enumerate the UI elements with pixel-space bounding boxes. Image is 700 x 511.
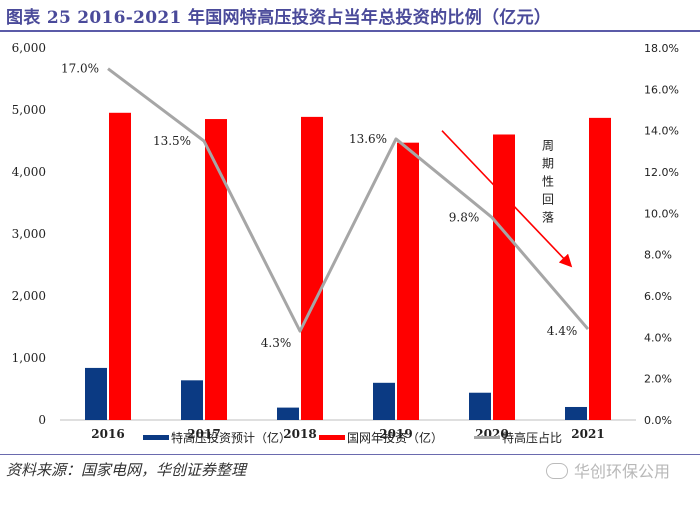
x-tick-label: 2019 (379, 427, 412, 441)
x-tick-label: 2017 (187, 427, 220, 441)
right-tick-label: 0.0% (644, 414, 672, 427)
right-tick-label: 18.0% (644, 42, 679, 55)
bar-uhv-investment (565, 406, 587, 420)
bar-uhv-investment (85, 367, 107, 420)
bar-total-investment (589, 117, 611, 421)
chart-title: 图表 25 2016-2021 年国网特高压投资占当年总投资的比例（亿元） (6, 8, 552, 28)
annotation-char: 回 (542, 192, 554, 206)
annotation-char: 性 (542, 174, 554, 188)
right-tick-label: 10.0% (644, 207, 679, 220)
ratio-data-label: 13.6% (349, 132, 387, 146)
annotation-char: 期 (542, 156, 554, 170)
footer-rule (0, 454, 700, 455)
right-tick-label: 12.0% (644, 166, 679, 179)
bar-total-investment (109, 112, 131, 420)
bar-uhv-investment (181, 380, 203, 420)
left-tick-label: 4,000 (12, 165, 46, 179)
right-tick-label: 16.0% (644, 83, 679, 96)
title-bar: 图表 25 2016-2021 年国网特高压投资占当年总投资的比例（亿元） (0, 0, 700, 30)
wechat-icon (546, 463, 568, 479)
right-tick-label: 2.0% (644, 373, 672, 386)
x-tick-label: 2016 (91, 427, 124, 441)
legend-label: 特高压投资预计（亿） (171, 430, 291, 445)
x-tick-label: 2018 (283, 427, 316, 441)
right-tick-label: 14.0% (644, 125, 679, 138)
watermark-text: 华创环保公用 (574, 462, 671, 481)
left-tick-label: 2,000 (12, 289, 46, 303)
annotation-char: 落 (542, 210, 554, 224)
left-tick-label: 3,000 (12, 227, 46, 241)
ratio-data-label: 4.4% (547, 324, 578, 338)
right-tick-label: 8.0% (644, 249, 672, 262)
annotation-char: 周 (542, 138, 554, 152)
ratio-line (107, 67, 590, 333)
title-rule (0, 30, 700, 32)
x-tick-label: 2021 (571, 427, 604, 441)
bar-total-investment (301, 116, 323, 420)
trend-arrow (441, 130, 573, 268)
combo-chart: 0 1,000 2,000 3,000 4,000 5,000 6,000 0.0% 2.0% 4… (12, 41, 679, 445)
right-tick-label: 6.0% (644, 290, 672, 303)
legend-label: 特高压占比 (502, 430, 562, 445)
ratio-data-label: 4.3% (261, 336, 292, 350)
source-note: 资料来源：国家电网，华创证券整理 (6, 461, 247, 479)
watermark: 华创环保公用 (546, 458, 670, 482)
left-tick-label: 0 (38, 413, 46, 427)
legend-swatch (319, 435, 345, 440)
bar-total-investment (205, 119, 227, 420)
ratio-data-label: 17.0% (61, 62, 99, 76)
ratio-data-label: 13.5% (153, 134, 191, 148)
bar-total-investment (397, 142, 419, 420)
left-tick-label: 1,000 (12, 351, 46, 365)
legend-swatch (143, 435, 169, 440)
right-tick-label: 4.0% (644, 331, 672, 344)
left-tick-label: 6,000 (12, 41, 46, 55)
bar-uhv-investment (277, 407, 299, 420)
bar-uhv-investment (373, 382, 395, 420)
bar-total-investment (493, 134, 515, 421)
bar-uhv-investment (469, 392, 491, 420)
legend-label: 国网年投资（亿） (347, 430, 443, 445)
left-tick-label: 5,000 (12, 103, 46, 117)
ratio-data-label: 9.8% (449, 210, 480, 224)
